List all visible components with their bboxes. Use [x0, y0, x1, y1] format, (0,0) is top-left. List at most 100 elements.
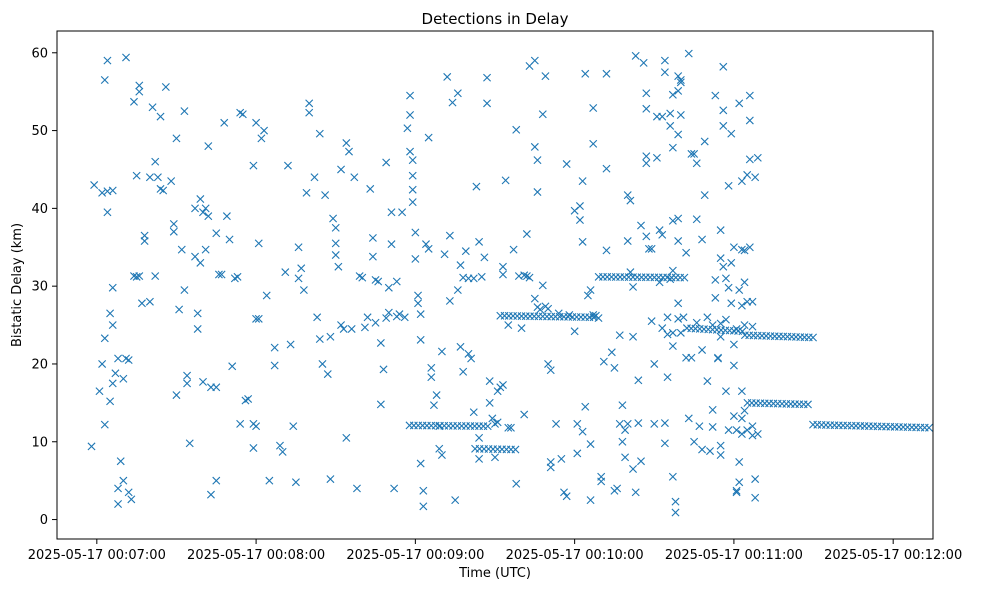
scatter-point-156: [382, 314, 391, 323]
scatter-point-442: [745, 116, 754, 125]
scatter-point-15: [127, 495, 136, 504]
scatter-point-108: [283, 161, 292, 170]
scatter-point-302: [618, 401, 627, 410]
scatter-point-60: [185, 439, 194, 448]
scatter-point-80: [220, 118, 229, 127]
marker-layer: [87, 49, 934, 517]
scatter-point-346: [666, 121, 675, 130]
scatter-point-184: [421, 240, 430, 249]
scatter-point-416: [729, 243, 738, 252]
scatter-point-307: [623, 237, 632, 246]
scatter-point-259: [544, 359, 553, 368]
x-tick-label-4: 2025-05-17 00:11:00: [665, 548, 803, 563]
scatter-point-195: [440, 250, 449, 259]
scatter-point-445: [748, 297, 757, 306]
scatter-point-377: [692, 159, 701, 168]
scatter-point-429: [737, 245, 746, 254]
scatter-point-149: [371, 318, 380, 327]
scatter-point-450: [751, 475, 760, 484]
x-tick-label-0: 2025-05-17 00:07:00: [28, 548, 166, 563]
scatter-point-112: [294, 274, 303, 283]
scatter-point-76: [212, 383, 221, 392]
scatter-point-180: [416, 335, 425, 344]
scatter-point-361: [674, 237, 683, 246]
scatter-point-273: [573, 419, 582, 428]
scatter-point-218: [480, 253, 489, 262]
scatter-point-150: [371, 275, 380, 284]
scatter-point-68: [201, 204, 210, 213]
scatter-point-315: [631, 51, 640, 60]
scatter-point-337: [658, 324, 667, 333]
scatter-point-319: [637, 221, 645, 230]
scatter-point-7: [108, 379, 117, 388]
scatter-point-193: [437, 450, 446, 459]
plot-area-frame: [56, 30, 934, 540]
scatter-point-77: [212, 229, 221, 238]
scatter-point-369: [682, 248, 691, 257]
scatter-point-135: [339, 324, 348, 333]
scatter-point-114: [297, 264, 306, 273]
scatter-point-21: [98, 359, 107, 368]
scatter-point-46: [156, 184, 165, 193]
scatter-point-351: [668, 266, 677, 275]
scatter-point-174: [408, 185, 417, 194]
scatter-point-266: [560, 488, 569, 497]
scatter-point-104: [270, 343, 279, 352]
scatter-point-358: [674, 86, 683, 95]
scatter-point-139: [347, 324, 356, 333]
scatter-point-170: [406, 147, 415, 156]
scatter-point-396: [713, 354, 722, 363]
scatter-point-26: [116, 457, 125, 466]
scatter-point-101: [262, 291, 271, 300]
scatter-point-388: [706, 447, 715, 456]
y-axis-label: Bistatic Delay (km): [10, 223, 25, 347]
scatter-point-310: [626, 268, 635, 277]
scatter-point-482: [511, 445, 520, 454]
scatter-point-434: [740, 246, 749, 255]
scatter-point-414: [727, 258, 736, 267]
scatter-point-95: [252, 314, 261, 323]
scatter-point-190: [432, 391, 441, 400]
scatter-point-85: [233, 272, 242, 281]
scatter-point-173: [408, 198, 417, 207]
scatter-point-10: [114, 354, 123, 363]
scatter-point-392: [711, 91, 720, 100]
scatter-point-87: [238, 110, 247, 119]
scatter-point-5: [100, 76, 109, 84]
scatter-point-247: [530, 56, 539, 65]
scatter-point-165: [395, 310, 404, 319]
scatter-point-30: [132, 272, 141, 281]
scatter-point-99: [257, 134, 266, 143]
scatter-point-189: [429, 401, 438, 410]
scatter-point-212: [469, 408, 478, 417]
scatter-point-154: [379, 365, 388, 374]
scatter-point-78: [214, 270, 223, 279]
scatter-point-233: [504, 321, 513, 330]
scatter-point-52: [172, 391, 181, 400]
scatter-point-372: [684, 414, 693, 423]
scatter-point-272: [573, 449, 582, 458]
scatter-point-182: [419, 486, 428, 495]
scatter-point-230: [498, 262, 507, 271]
scatter-point-472: [483, 422, 492, 431]
scatter-point-216: [475, 454, 484, 463]
scatter-point-31: [135, 272, 144, 281]
scatter-point-196: [443, 72, 452, 81]
scatter-point-383: [698, 445, 707, 454]
scatter-point-35: [135, 81, 144, 90]
scatter-point-330: [650, 419, 659, 428]
scatter-point-258: [544, 304, 553, 313]
scatter-point-179: [416, 310, 425, 319]
scatter-point-332: [652, 153, 661, 162]
scatter-point-207: [461, 247, 470, 256]
scatter-point-103: [270, 361, 279, 370]
scatter-point-217: [477, 272, 486, 281]
scatter-point-98: [252, 118, 261, 127]
scatter-point-57: [177, 245, 186, 254]
scatter-point-102: [265, 476, 274, 485]
scatter-point-426: [735, 478, 744, 487]
scatter-point-262: [546, 463, 555, 472]
scatter-point-116: [302, 188, 311, 197]
scatter-point-67: [199, 208, 207, 217]
scatter-point-336: [658, 230, 667, 239]
